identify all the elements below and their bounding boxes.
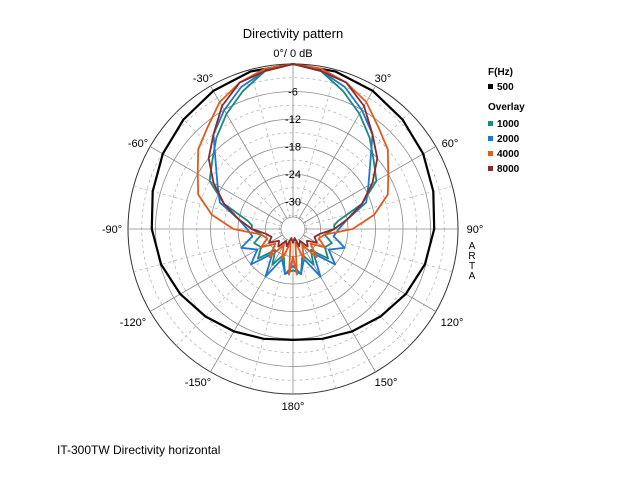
- legend-label-8000: 8000: [497, 164, 520, 175]
- angle-labels: -30° 30° -60° 60° -90° 90° -120° 120° -150° 150° 1…: [102, 73, 483, 413]
- grid-spoke: [298, 85, 376, 219]
- grid-spoke: [176, 237, 285, 346]
- arta-letter: A: [469, 241, 476, 252]
- legend-label-500: 500: [497, 82, 514, 93]
- grid-spoke: [295, 69, 337, 218]
- series-2000-hz-line: [212, 63, 374, 278]
- angle-label: 60°: [442, 138, 459, 150]
- angle-label: -60°: [128, 138, 148, 150]
- arta-letter: A: [469, 271, 476, 282]
- angle-label: 180°: [282, 401, 305, 413]
- legend-swatch-4000: [488, 151, 493, 156]
- grid-spoke: [149, 146, 283, 224]
- radial-tick-label: -30: [285, 197, 301, 209]
- radial-tick-labels: -6 -12 -18 -24 -30: [285, 87, 301, 209]
- legend: F(Hz) Overlay 500 1000 2000 4000 8000: [488, 67, 525, 175]
- radial-tick-label: -18: [285, 142, 301, 154]
- grid-spoke: [249, 69, 291, 218]
- angle-label: -30°: [193, 73, 213, 85]
- arta-letter: T: [469, 261, 475, 272]
- angle-label: -150°: [185, 377, 211, 389]
- angle-label: 150°: [375, 377, 398, 389]
- chart-title: Directivity pattern: [243, 26, 343, 41]
- radial-tick-label: -24: [285, 169, 301, 181]
- grid-spoke: [303, 146, 437, 224]
- grid-spoke: [298, 239, 376, 373]
- legend-overlay-header: Overlay: [488, 102, 525, 113]
- angle-label: 120°: [441, 317, 464, 329]
- angle-label: 30°: [375, 73, 392, 85]
- legend-label-1000: 1000: [497, 119, 520, 130]
- legend-swatch-500: [488, 84, 493, 89]
- grid-spoke: [304, 185, 453, 227]
- grid-spoke: [301, 112, 410, 221]
- legend-label-2000: 2000: [497, 134, 520, 145]
- angle-label: -90°: [102, 224, 122, 236]
- angle-label: 90°: [467, 224, 484, 236]
- series-group: [150, 62, 436, 341]
- legend-swatch-1000: [488, 121, 493, 126]
- legend-swatch-8000: [488, 166, 493, 171]
- series-500-hz-line: [150, 62, 436, 341]
- arta-letter: R: [468, 251, 475, 262]
- series-8000-hz-line: [207, 63, 379, 248]
- series-1000-hz-line: [208, 63, 378, 275]
- grid-center-ring: [280, 216, 306, 242]
- radial-tick-label: -12: [285, 114, 301, 126]
- legend-swatch-2000: [488, 136, 493, 141]
- chart-caption: IT-300TW Directivity horizontal: [57, 443, 221, 457]
- grid-spoke: [176, 112, 285, 221]
- radial-tick-label: -6: [288, 87, 298, 99]
- legend-label-4000: 4000: [497, 149, 520, 160]
- angle-label: -120°: [120, 317, 146, 329]
- legend-header: F(Hz): [488, 67, 513, 78]
- reference-label: 0°/ 0 dB: [273, 48, 312, 60]
- series-4000-hz-line: [196, 63, 390, 276]
- grid-spoke: [210, 85, 288, 219]
- grid-spoke: [301, 237, 410, 346]
- grid-spoke: [133, 185, 282, 227]
- grid-spoke: [210, 239, 288, 373]
